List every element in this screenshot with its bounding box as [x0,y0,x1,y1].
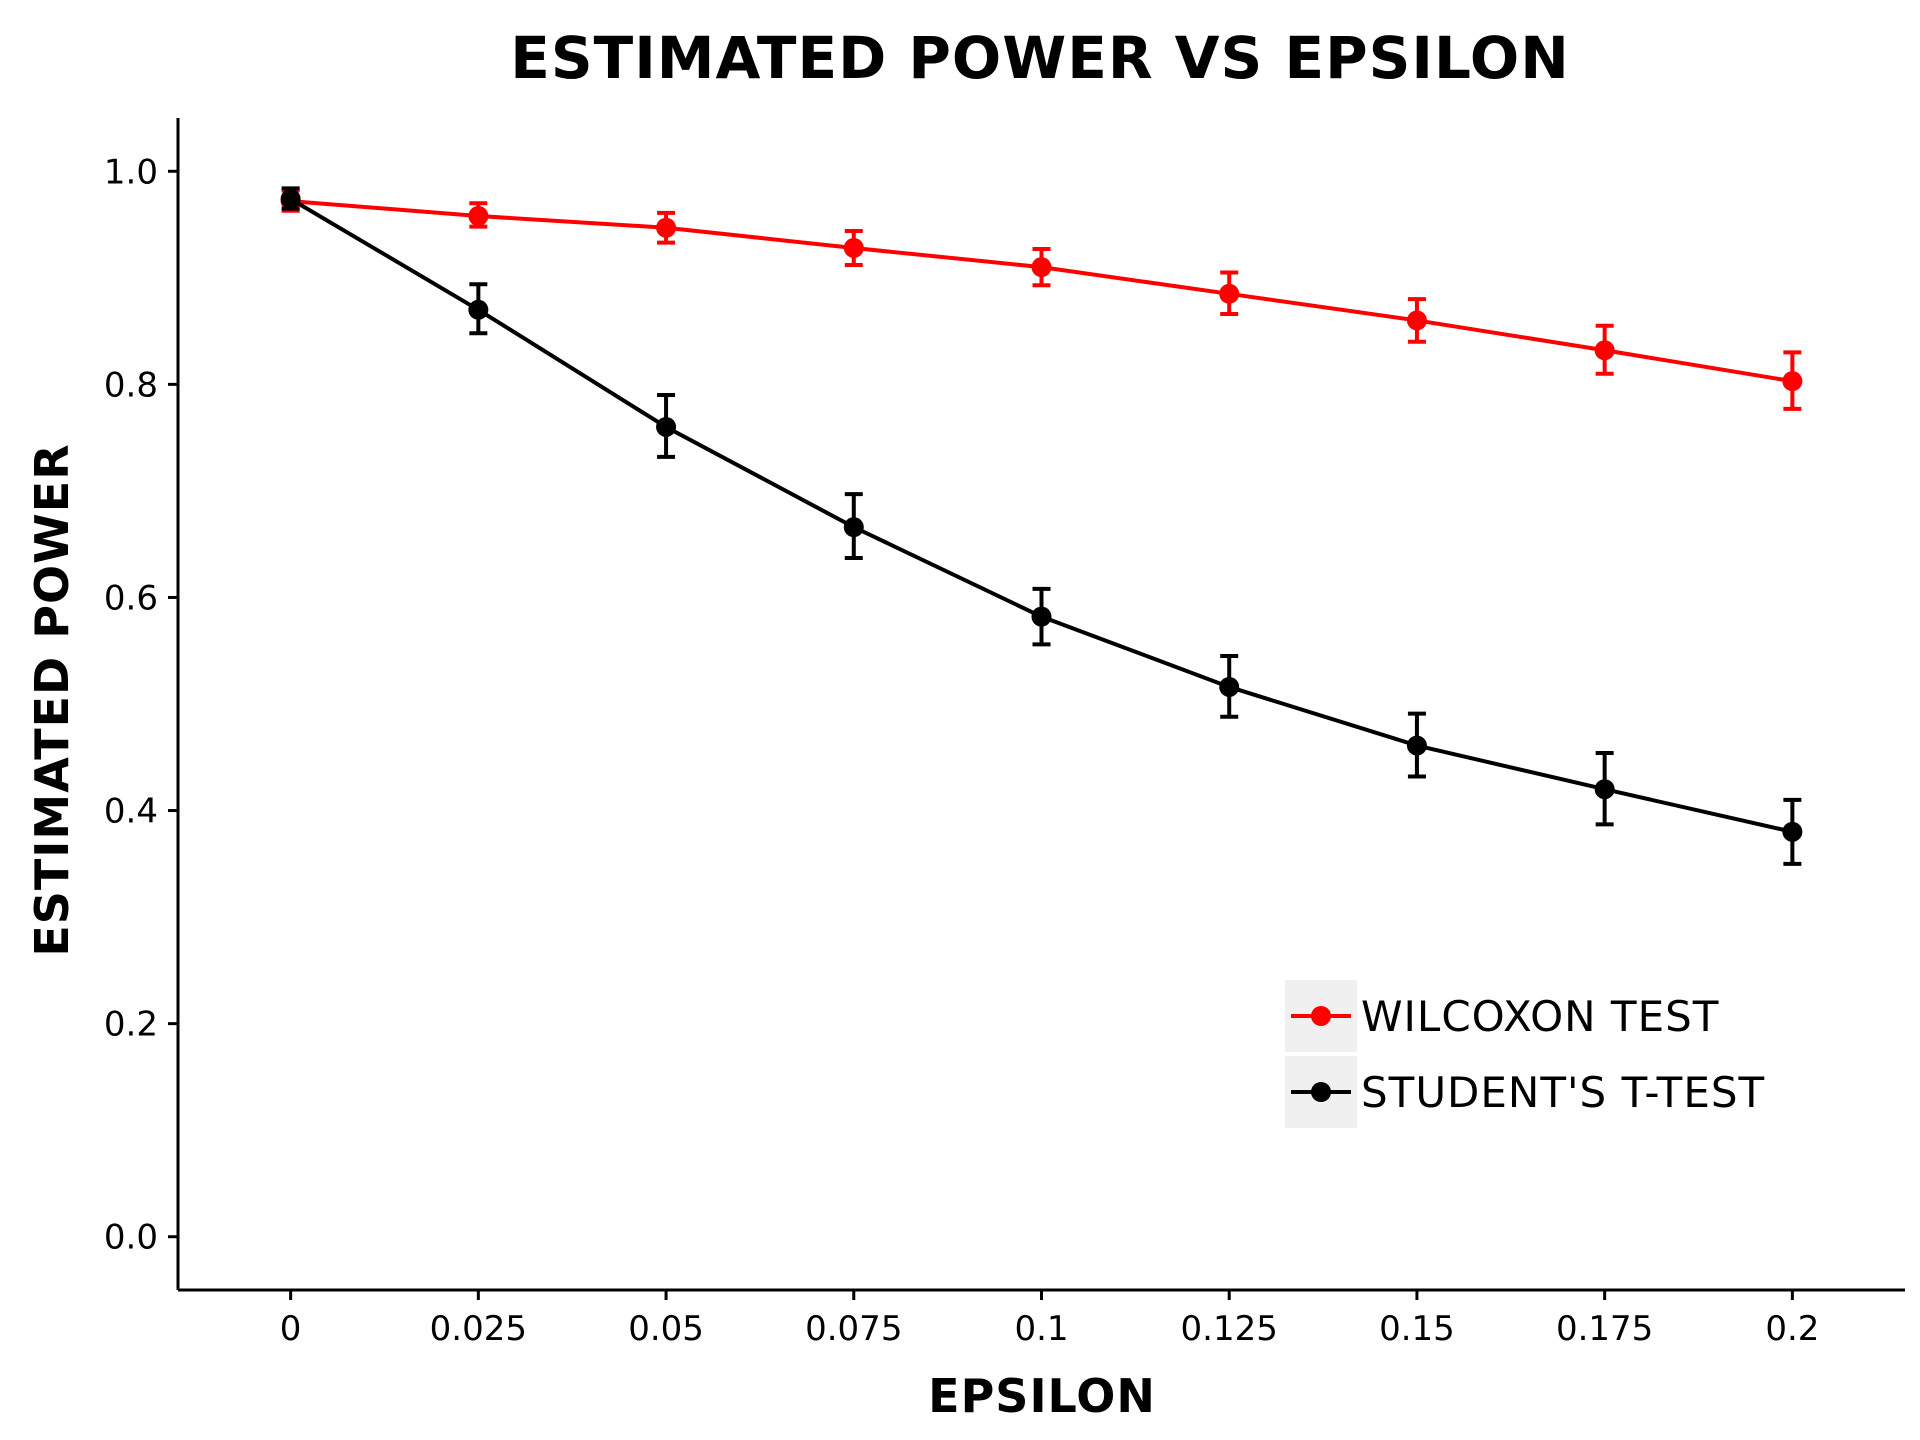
plot-area [280,186,1803,866]
axes: 0.0 0.2 0.4 0.6 0.8 1.0 0 0.025 0.05 0.075 0.1 0.12… [104,118,1905,1349]
legend-label: STUDENT'S T-TEST [1361,1068,1765,1117]
y-tick-label: 0.4 [104,792,158,832]
data-point [1031,606,1052,627]
x-tick-label: 0.125 [1181,1309,1278,1349]
y-tick-label: 0.0 [104,1218,158,1258]
x-tick-label: 0 [280,1309,302,1349]
data-point [468,299,489,320]
x-tick-label: 0.075 [805,1309,902,1349]
series-students-t [280,186,1803,866]
legend-key-point [1311,1006,1331,1026]
legend: WILCOXON TEST STUDENT'S T-TEST [1285,980,1765,1128]
data-point [843,237,864,258]
y-tick-label: 0.8 [104,365,158,405]
legend-key-point [1311,1082,1331,1102]
x-tick-label: 0.175 [1556,1309,1653,1349]
data-point [1219,676,1240,697]
data-point [1406,735,1427,756]
legend-item-wilcoxon: WILCOXON TEST [1285,980,1719,1052]
data-point [1219,283,1240,304]
data-point [1031,257,1052,278]
y-axis-title: ESTIMATED POWER [25,443,79,956]
data-point [656,416,677,437]
x-tick-label: 0.1 [1014,1309,1068,1349]
data-point [280,188,301,209]
data-point [843,517,864,538]
data-point [1406,310,1427,331]
y-tick-label: 1.0 [104,152,158,192]
data-point [656,217,677,238]
data-point [1782,371,1803,392]
data-point [1594,340,1615,361]
x-axis-title: EPSILON [928,1369,1156,1423]
series-line [289,197,1793,834]
series-line [290,199,1793,384]
series-wilcoxon [280,188,1803,411]
x-tick-label: 0.15 [1379,1309,1455,1349]
y-tick-label: 0.2 [104,1005,158,1045]
y-tick-label: 0.6 [104,578,158,618]
legend-item-students-t: STUDENT'S T-TEST [1285,1056,1765,1128]
x-tick-label: 0.2 [1765,1309,1819,1349]
x-tick-label: 0.025 [430,1309,527,1349]
chart-title: ESTIMATED POWER VS EPSILON [510,24,1570,92]
data-point [1594,779,1615,800]
data-point [1782,821,1803,842]
data-point [468,206,489,227]
x-tick-label: 0.05 [628,1309,704,1349]
legend-label: WILCOXON TEST [1361,992,1719,1041]
